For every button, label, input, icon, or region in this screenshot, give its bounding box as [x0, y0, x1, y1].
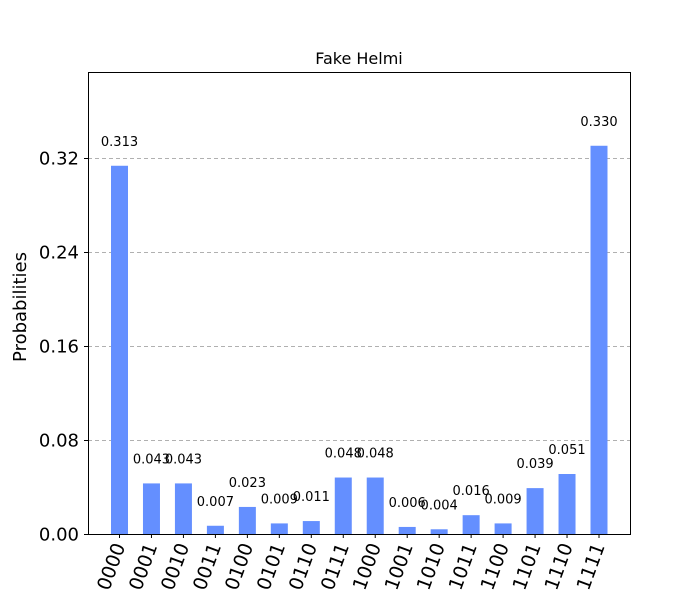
bar-1100	[494, 523, 512, 534]
data-label-1100: 0.009	[484, 492, 521, 507]
y-tick-label: 0.24	[39, 243, 79, 264]
plot-frame	[88, 72, 631, 535]
y-tick-label: 0.08	[39, 431, 79, 452]
data-label-1011: 0.016	[453, 484, 490, 499]
x-tick-label-1111: 1111	[572, 540, 609, 593]
bar-0101	[270, 523, 288, 534]
data-label-1000: 0.048	[357, 447, 394, 462]
data-label-0100: 0.023	[229, 476, 266, 491]
y-axis-label: Probabilities	[10, 252, 31, 362]
bar-0110	[302, 521, 320, 534]
data-label-0101: 0.009	[261, 492, 298, 507]
y-tick-label: 0.00	[39, 525, 79, 546]
grid-lines	[88, 158, 630, 441]
y-tick-label: 0.16	[39, 337, 79, 358]
data-label-0000: 0.313	[101, 135, 138, 150]
data-label-1111: 0.330	[580, 115, 617, 130]
data-label-0110: 0.011	[293, 490, 330, 505]
bar-0000	[111, 165, 128, 534]
bar-1010	[430, 529, 448, 534]
y-axis-ticks: 0.00 0.08 0.16 0.24 0.32	[39, 149, 88, 546]
chart-title: Fake Helmi	[315, 49, 403, 68]
bar-0111	[334, 477, 352, 534]
data-label-0011: 0.007	[197, 495, 234, 510]
data-label-0111: 0.048	[325, 447, 362, 462]
bars	[111, 145, 608, 534]
bar-1011	[462, 515, 480, 534]
bar-0011	[206, 525, 224, 534]
bar-1101	[526, 488, 544, 534]
bar-0001	[142, 483, 160, 534]
data-label-1001: 0.006	[389, 496, 426, 511]
bar-0010	[174, 483, 192, 534]
data-labels: 0.3130.0430.0430.0070.0230.0090.0110.048…	[101, 115, 618, 514]
y-tick-label: 0.32	[39, 149, 79, 170]
data-label-0001: 0.043	[133, 452, 170, 467]
data-label-1010: 0.004	[421, 498, 458, 513]
bar-1001	[398, 526, 416, 534]
data-label-0010: 0.043	[165, 452, 202, 467]
data-label-1101: 0.039	[516, 457, 553, 472]
x-axis-ticks: 0000000100100011010001010110011110001001…	[93, 534, 610, 593]
bar-1000	[366, 477, 384, 534]
bar-1110	[558, 474, 576, 534]
bar-0100	[238, 506, 256, 534]
data-label-1110: 0.051	[548, 443, 585, 458]
bar-1111	[590, 145, 608, 534]
